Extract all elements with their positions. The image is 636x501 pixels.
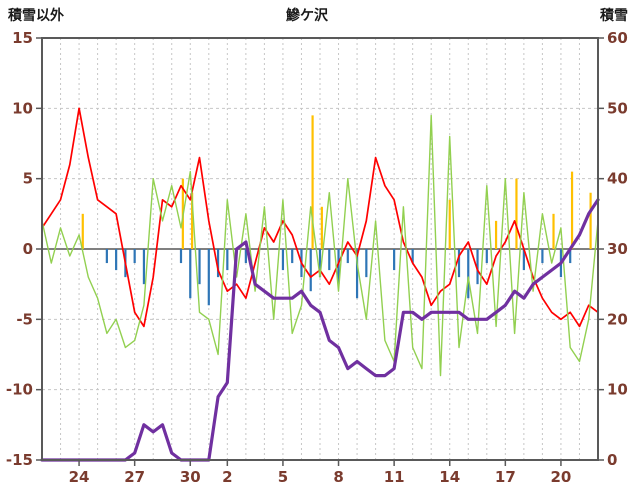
left-axis-tick-label: 10 [12, 99, 33, 117]
series-snow_depth-line [40, 198, 600, 462]
left-axis-tick-label: 5 [23, 170, 33, 188]
left-axis-title: 積雪以外 [7, 7, 64, 24]
x-axis-tick-label: 11 [384, 468, 405, 486]
right-axis-tick-label: 50 [607, 99, 628, 117]
sunshine-bars [81, 115, 592, 249]
x-axis-tick-label: 2 [222, 468, 232, 486]
right-axis-tick-label: 40 [607, 170, 628, 188]
left-axis-tick-label: 15 [12, 29, 33, 47]
precipitation-bars [105, 249, 572, 306]
x-axis-tick-label: 30 [180, 468, 201, 486]
x-axis-tick-label: 24 [69, 468, 90, 486]
page-title: 鰺ケ沢 [286, 7, 329, 24]
left-axis-tick-label: -5 [16, 310, 33, 328]
x-axis-tick-label: 20 [550, 468, 571, 486]
x-axis-tick-label: 27 [124, 468, 145, 486]
x-axis-tick-label: 5 [278, 468, 288, 486]
right-axis-title: 積雪 [599, 7, 628, 24]
right-axis-tick-label: 30 [607, 240, 628, 258]
x-axis-tick-label: 14 [439, 468, 460, 486]
x-axis-tick-label: 17 [495, 468, 516, 486]
series-wind-line [41, 114, 599, 377]
left-axis-tick-label: -10 [6, 381, 33, 399]
left-axis: 15 10 5 0 -5 -10 -15 [6, 29, 42, 469]
series-temperature-line [41, 107, 599, 328]
x-axis: 24 27 30 2 5 8 11 14 17 20 [69, 460, 571, 486]
left-axis-tick-label: -15 [6, 451, 33, 469]
right-axis-tick-label: 20 [607, 310, 628, 328]
x-axis-tick-label: 8 [333, 468, 343, 486]
right-axis-tick-label: 0 [607, 451, 617, 469]
left-axis-tick-label: 0 [23, 240, 33, 258]
right-axis: 60 50 40 30 20 10 0 [598, 29, 628, 469]
right-axis-tick-label: 60 [607, 29, 628, 47]
right-axis-tick-label: 10 [607, 381, 628, 399]
